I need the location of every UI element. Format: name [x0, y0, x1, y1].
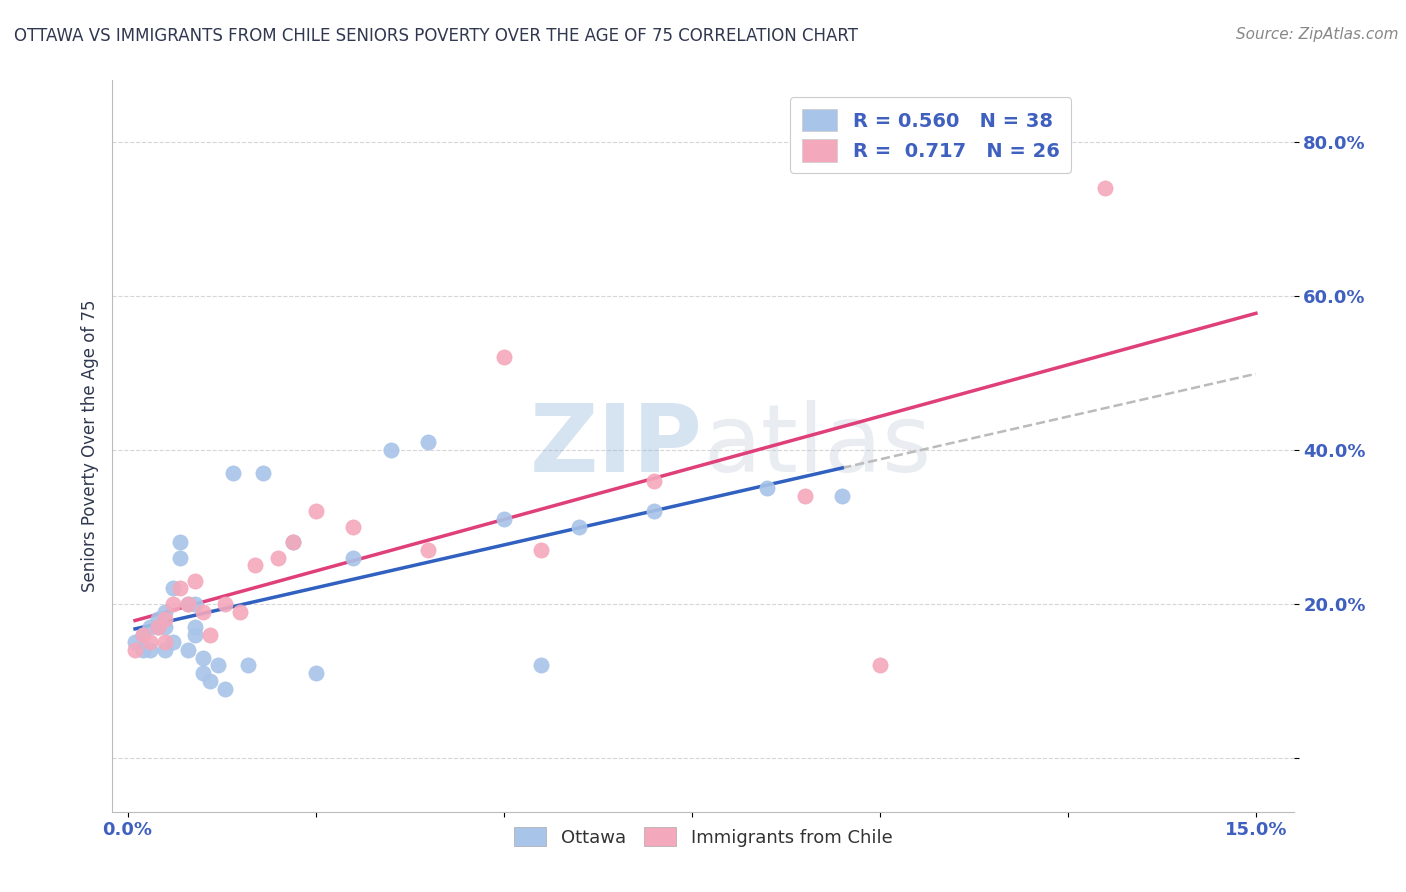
Legend: Ottawa, Immigrants from Chile: Ottawa, Immigrants from Chile: [506, 820, 900, 854]
Text: atlas: atlas: [703, 400, 931, 492]
Point: [177, 643, 200, 657]
Point: [169, 582, 191, 596]
Point: [229, 605, 252, 619]
Point: [380, 442, 402, 457]
Point: [281, 535, 304, 549]
Point: [530, 658, 553, 673]
Point: [139, 635, 162, 649]
Point: [153, 643, 176, 657]
Point: [184, 574, 207, 588]
Point: [139, 643, 162, 657]
Point: [418, 543, 440, 558]
Point: [124, 643, 146, 657]
Point: [200, 673, 222, 688]
Point: [146, 612, 169, 626]
Point: [214, 681, 236, 696]
Point: [304, 666, 326, 681]
Point: [643, 474, 665, 488]
Point: [304, 504, 326, 518]
Point: [643, 504, 665, 518]
Point: [162, 582, 184, 596]
Point: [342, 520, 364, 534]
Point: [252, 466, 274, 480]
Point: [214, 597, 236, 611]
Point: [530, 543, 553, 558]
Point: [267, 550, 290, 565]
Point: [169, 535, 191, 549]
Point: [191, 605, 214, 619]
Point: [492, 351, 515, 365]
Point: [177, 597, 200, 611]
Point: [153, 635, 176, 649]
Point: [755, 481, 778, 495]
Point: [1094, 181, 1116, 195]
Point: [184, 620, 207, 634]
Point: [146, 620, 169, 634]
Point: [184, 597, 207, 611]
Point: [207, 658, 229, 673]
Point: [146, 620, 169, 634]
Point: [177, 597, 200, 611]
Point: [869, 658, 891, 673]
Y-axis label: Seniors Poverty Over the Age of 75: Seniors Poverty Over the Age of 75: [80, 300, 98, 592]
Point: [162, 635, 184, 649]
Point: [124, 635, 146, 649]
Point: [153, 620, 176, 634]
Point: [131, 627, 153, 641]
Point: [418, 435, 440, 450]
Point: [245, 558, 267, 573]
Text: Source: ZipAtlas.com: Source: ZipAtlas.com: [1236, 27, 1399, 42]
Point: [191, 650, 214, 665]
Point: [139, 620, 162, 634]
Point: [153, 605, 176, 619]
Point: [281, 535, 304, 549]
Point: [831, 489, 853, 503]
Point: [169, 550, 191, 565]
Point: [153, 612, 176, 626]
Point: [162, 597, 184, 611]
Point: [793, 489, 815, 503]
Point: [222, 466, 245, 480]
Point: [568, 520, 591, 534]
Point: [131, 643, 153, 657]
Text: OTTAWA VS IMMIGRANTS FROM CHILE SENIORS POVERTY OVER THE AGE OF 75 CORRELATION C: OTTAWA VS IMMIGRANTS FROM CHILE SENIORS …: [14, 27, 858, 45]
Point: [342, 550, 364, 565]
Point: [236, 658, 259, 673]
Point: [200, 627, 222, 641]
Point: [492, 512, 515, 526]
Text: ZIP: ZIP: [530, 400, 703, 492]
Point: [131, 627, 153, 641]
Point: [184, 627, 207, 641]
Point: [191, 666, 214, 681]
